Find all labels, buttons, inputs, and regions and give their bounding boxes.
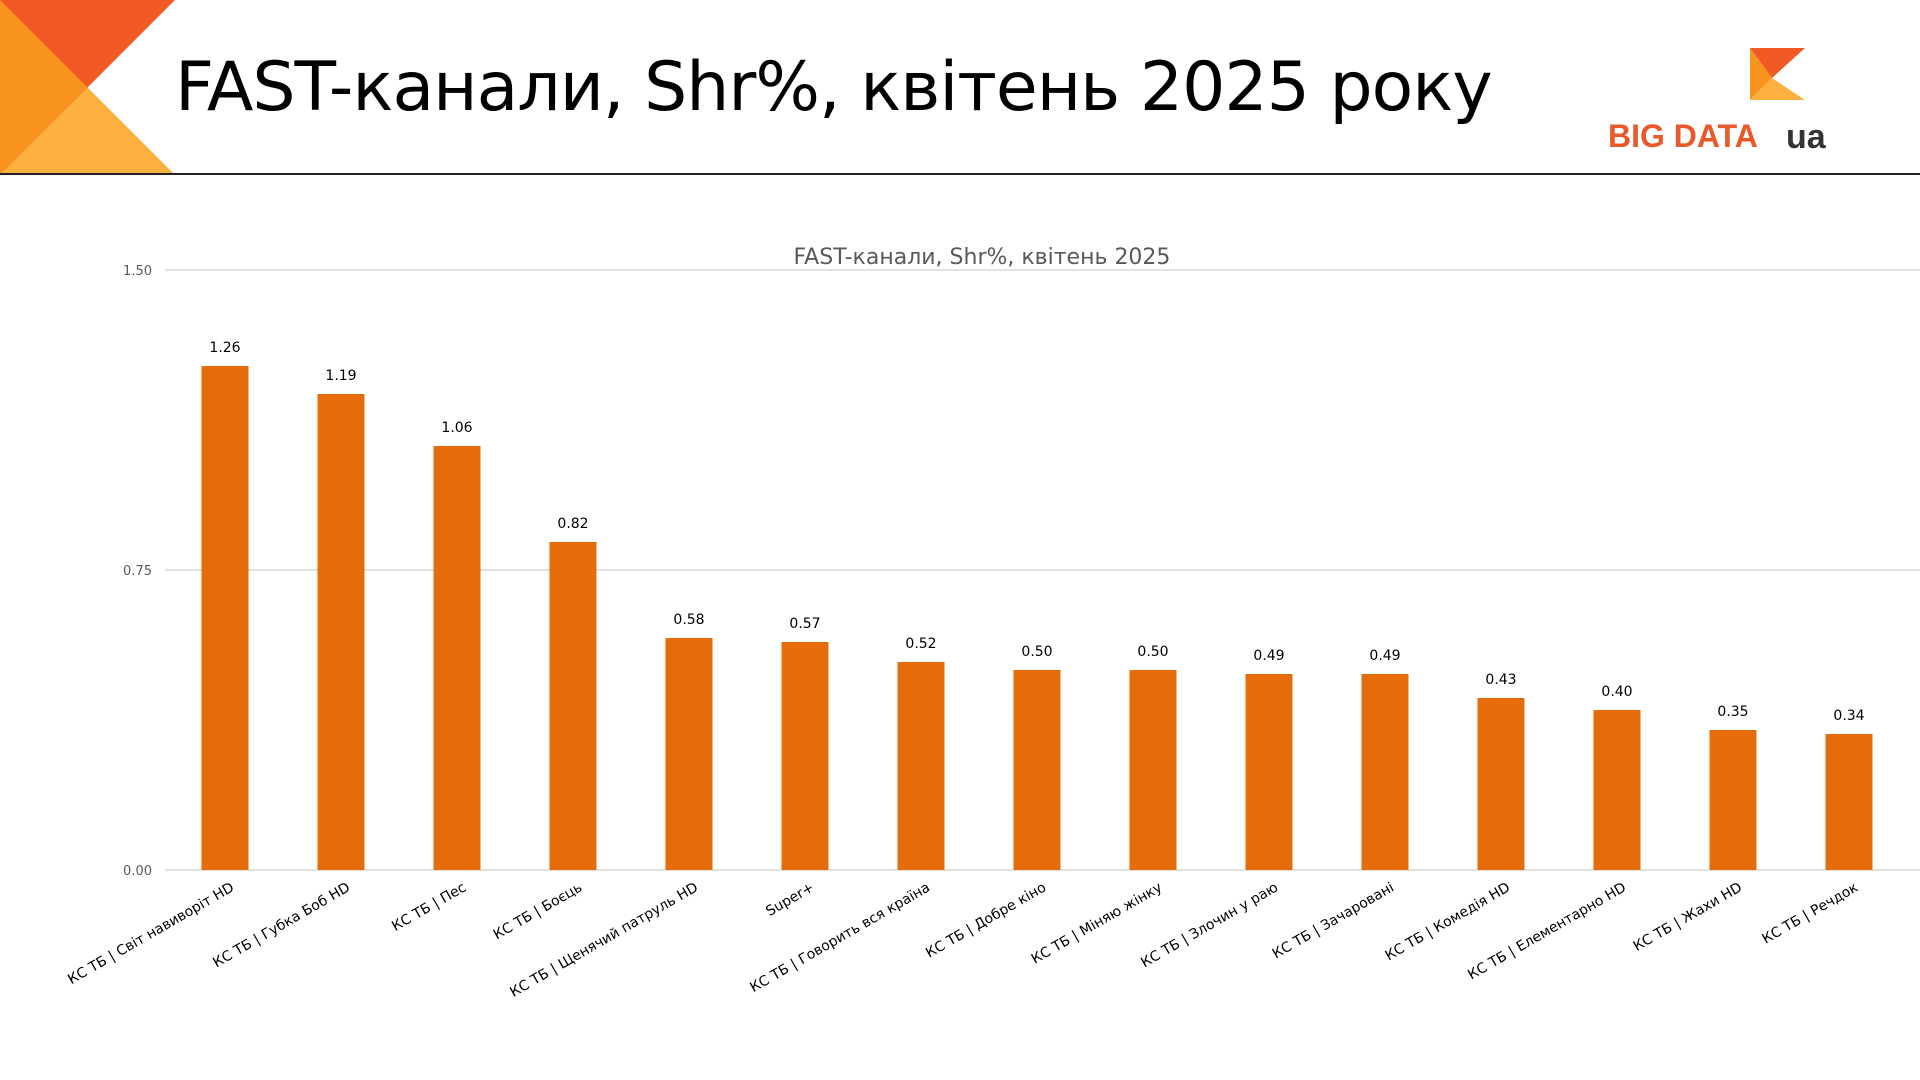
bar: [201, 366, 249, 870]
bar: [1825, 734, 1873, 870]
chart-container: FAST-канали, Shr%, квітень 2025 0.00 0.75 1…: [0, 180, 1920, 1040]
data-label: 0.40: [1601, 684, 1632, 700]
bar: [1477, 698, 1525, 870]
x-tick-label: КС ТБ | Зачаровані: [1270, 880, 1397, 963]
data-label: 1.06: [441, 420, 472, 436]
x-tick-label: КС ТБ | Говорить вся країна: [747, 880, 933, 996]
x-tick-label: КС ТБ | Боєць: [491, 880, 585, 944]
data-label: 0.52: [905, 636, 936, 652]
data-label: 0.50: [1021, 644, 1052, 660]
y-tick-label: 1.50: [123, 264, 152, 279]
data-label: 0.49: [1253, 648, 1284, 664]
header-divider: [0, 173, 1920, 175]
data-label: 0.49: [1369, 648, 1400, 664]
slide-title: FAST-канали, Shr%, квітень 2025 року: [175, 48, 1493, 127]
corner-deco-mid: [0, 0, 88, 175]
bar: [665, 638, 713, 870]
bar: [781, 642, 829, 870]
bar-chart: FAST-канали, Shr%, квітень 2025 0.00 0.75 1…: [65, 245, 1920, 1001]
data-label: 0.82: [557, 516, 588, 532]
big-data-logo: BIG DATA ua: [1605, 48, 1835, 158]
x-tick-label: КС ТБ | Комедія HD: [1383, 880, 1513, 965]
logo-mark-icon: [1750, 48, 1805, 100]
x-tick-label: Super+: [763, 880, 817, 920]
chart-title: FAST-канали, Shr%, квітень 2025: [794, 245, 1171, 270]
data-label: 0.50: [1137, 644, 1168, 660]
bar: [1013, 670, 1061, 870]
data-label: 0.58: [673, 612, 704, 628]
corner-deco-light: [0, 88, 175, 175]
x-tick-label: КС ТБ | Світ навиворіт HD: [65, 880, 237, 988]
bar: [433, 446, 481, 870]
data-label: 0.34: [1833, 708, 1864, 724]
data-label: 0.35: [1717, 704, 1748, 720]
bar: [1593, 710, 1641, 870]
data-label: 1.26: [209, 340, 240, 356]
y-tick-label: 0.00: [123, 864, 152, 879]
x-tick-label: КС ТБ | Пес: [389, 880, 469, 935]
x-tick-label: КС ТБ | Добре кіно: [923, 880, 1049, 962]
bar: [1129, 670, 1177, 870]
y-tick-label: 0.75: [123, 564, 152, 579]
x-tick-label: КС ТБ | Щенячий патруль HD: [507, 880, 701, 1001]
corner-decoration: [0, 0, 175, 175]
bar: [1709, 730, 1757, 870]
data-label: 0.43: [1485, 672, 1516, 688]
logo-suffix: ua: [1786, 118, 1826, 156]
bar: [1245, 674, 1293, 870]
data-label: 1.19: [325, 368, 356, 384]
x-tick-label: КС ТБ | Речдок: [1759, 880, 1861, 948]
bar: [549, 542, 597, 870]
bar: [317, 394, 365, 870]
logo-text: BIG DATA: [1608, 118, 1758, 154]
bar: [1361, 674, 1409, 870]
bar: [897, 662, 945, 870]
data-label: 0.57: [789, 616, 820, 632]
x-tick-label: КС ТБ | Жахи HD: [1631, 880, 1745, 955]
